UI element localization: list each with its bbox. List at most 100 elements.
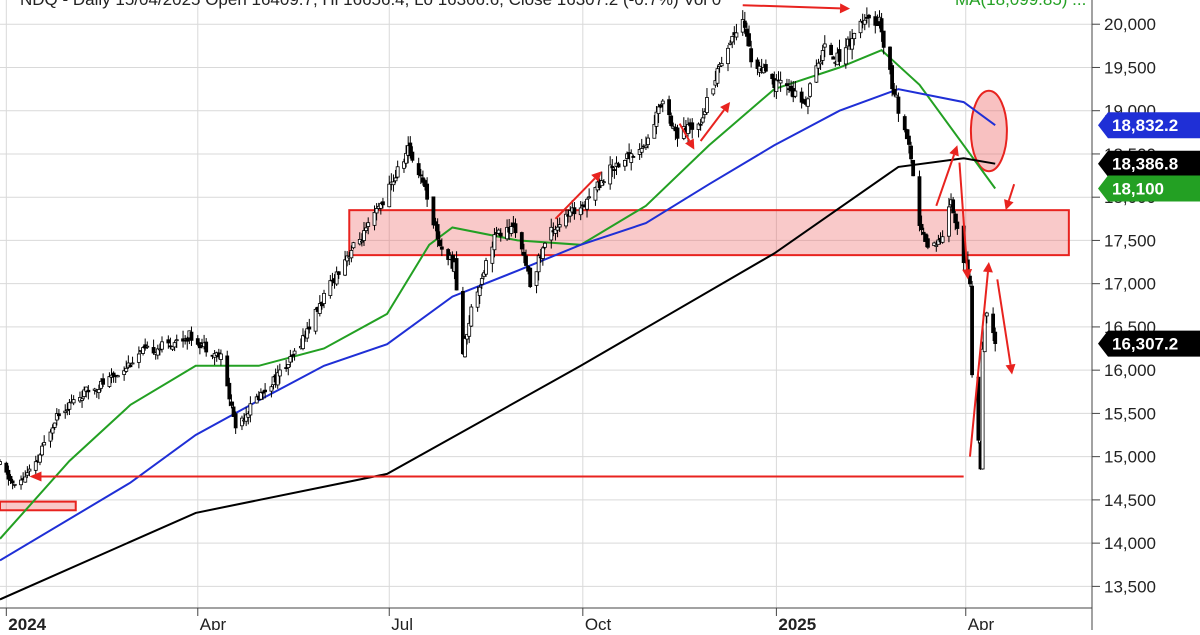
candle-body [793,90,798,97]
price-candle [875,14,880,27]
value-badges: 18,832.2 18,386.8 18,100 16,307.2 [1098,112,1200,357]
candle-body [921,231,926,235]
price-candle [151,339,156,355]
candle-body [463,338,467,358]
price-candle [555,218,560,238]
candle-body [80,398,84,401]
price-candle [374,203,379,221]
candle-body [240,417,244,427]
price-candle [793,81,798,99]
price-candle [669,112,674,128]
y-tick-label: 16,000 [1104,361,1156,380]
y-tick-label: 14,000 [1104,534,1156,553]
price-candle [774,74,779,99]
y-tick-label: 15,000 [1104,448,1156,467]
price-candle [19,475,23,490]
candle-body [416,163,421,176]
price-candle [980,341,985,470]
candle-body [317,303,322,314]
candle-body [867,14,871,19]
price-candle [549,218,554,249]
price-candle [52,422,57,430]
trend-arrow [968,262,993,457]
price-candle [890,62,895,97]
price-candle [528,267,533,289]
candle-body [843,47,848,65]
price-candle [745,22,749,47]
price-candle [564,207,568,229]
candle-body [19,479,23,486]
price-candle [519,231,524,256]
price-candle [115,374,120,378]
price-candle [269,384,274,398]
price-candle [770,73,775,85]
candle-body [496,229,501,234]
candle-body [852,32,857,40]
price-candle [124,360,129,373]
candle-body [25,472,30,476]
price-candle [557,217,562,232]
price-candle [410,146,415,163]
price-candle [435,218,440,248]
candle-body [54,413,59,421]
candle-body [536,255,541,273]
candle-body [204,341,209,353]
candle-body [601,181,606,184]
candle-body [907,135,911,145]
candle-body [343,259,347,276]
candle-body [141,347,145,354]
candle-body [27,468,32,472]
candle-body [585,198,589,210]
price-candle [801,98,806,104]
price-candle [292,348,297,361]
candle-body [850,38,855,50]
price-candle [48,429,53,448]
price-candle [27,464,32,477]
price-candle [909,141,913,164]
price-candle [50,424,55,440]
price-candle [421,170,425,186]
price-candle [107,372,112,388]
price-candle [290,354,295,363]
candle-body [328,280,333,296]
price-candle [616,161,621,168]
trend-arrow [742,3,851,14]
candle-body [726,47,730,65]
price-candle [747,25,751,47]
candle-body [366,222,371,227]
price-candle [656,103,661,124]
candle-body [947,206,951,237]
price-candle [524,249,528,266]
candle-body [372,212,377,226]
value-badge-label: 18,100 [1112,180,1164,199]
price-candle [67,399,72,416]
price-candle [862,14,867,31]
candle-body [387,183,392,208]
candle-body [513,223,518,234]
price-candle [336,271,341,279]
candle-body [730,36,735,43]
candle-body [4,462,9,473]
candle-body [6,469,11,480]
candle-body [894,94,899,98]
price-candle [381,197,385,209]
price-candle [136,346,141,369]
candle-body [890,65,895,90]
trend-arrow [678,123,695,150]
candle-body [307,326,312,330]
price-candle [831,55,836,60]
candle-body [322,292,326,304]
candle-body [336,271,341,275]
price-candle [814,59,819,83]
moving-average-line [0,88,996,562]
price-candle [261,390,265,401]
candle-body [381,201,385,206]
candle-body [269,386,274,392]
candle-body [652,124,657,139]
price-candle [749,40,754,68]
price-candle [951,196,956,214]
candle-body [564,213,568,227]
candle-body [505,226,509,240]
price-candle [259,388,263,401]
price-candle [601,179,606,186]
